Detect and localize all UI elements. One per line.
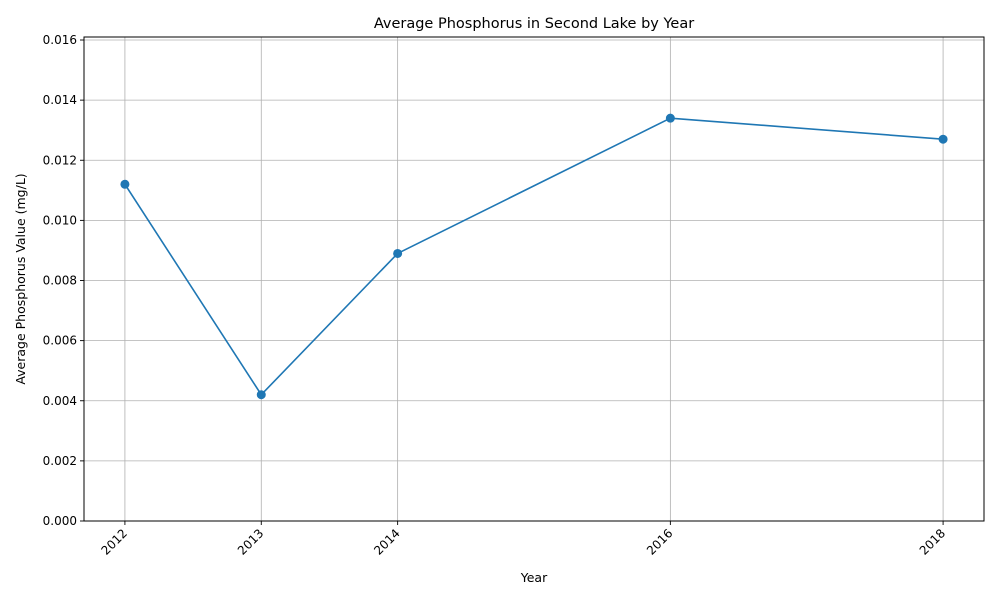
y-tick-label: 0.012	[43, 153, 77, 167]
plot-frame	[83, 36, 985, 522]
y-axis-label: Average Phosphorus Value (mg/L)	[13, 173, 28, 384]
y-tick-label: 0.014	[43, 93, 77, 107]
y-tick-label: 0.004	[43, 394, 77, 408]
y-tick-label: 0.008	[43, 274, 77, 288]
chart-title: Average Phosphorus in Second Lake by Yea…	[374, 16, 694, 32]
series-layer	[120, 113, 948, 400]
data-point	[256, 390, 266, 400]
y-tick-label: 0.000	[43, 514, 77, 528]
data-point	[938, 134, 948, 144]
data-point	[393, 248, 403, 258]
y-tick-label: 0.006	[43, 334, 77, 348]
y-tick-label: 0.002	[43, 454, 77, 468]
axes-layer	[83, 36, 985, 522]
data-point	[665, 113, 675, 123]
x-axis-label: Year	[520, 570, 548, 585]
y-tick-label: 0.016	[43, 33, 77, 47]
data-point	[120, 179, 130, 189]
y-tick-label: 0.010	[43, 213, 77, 227]
